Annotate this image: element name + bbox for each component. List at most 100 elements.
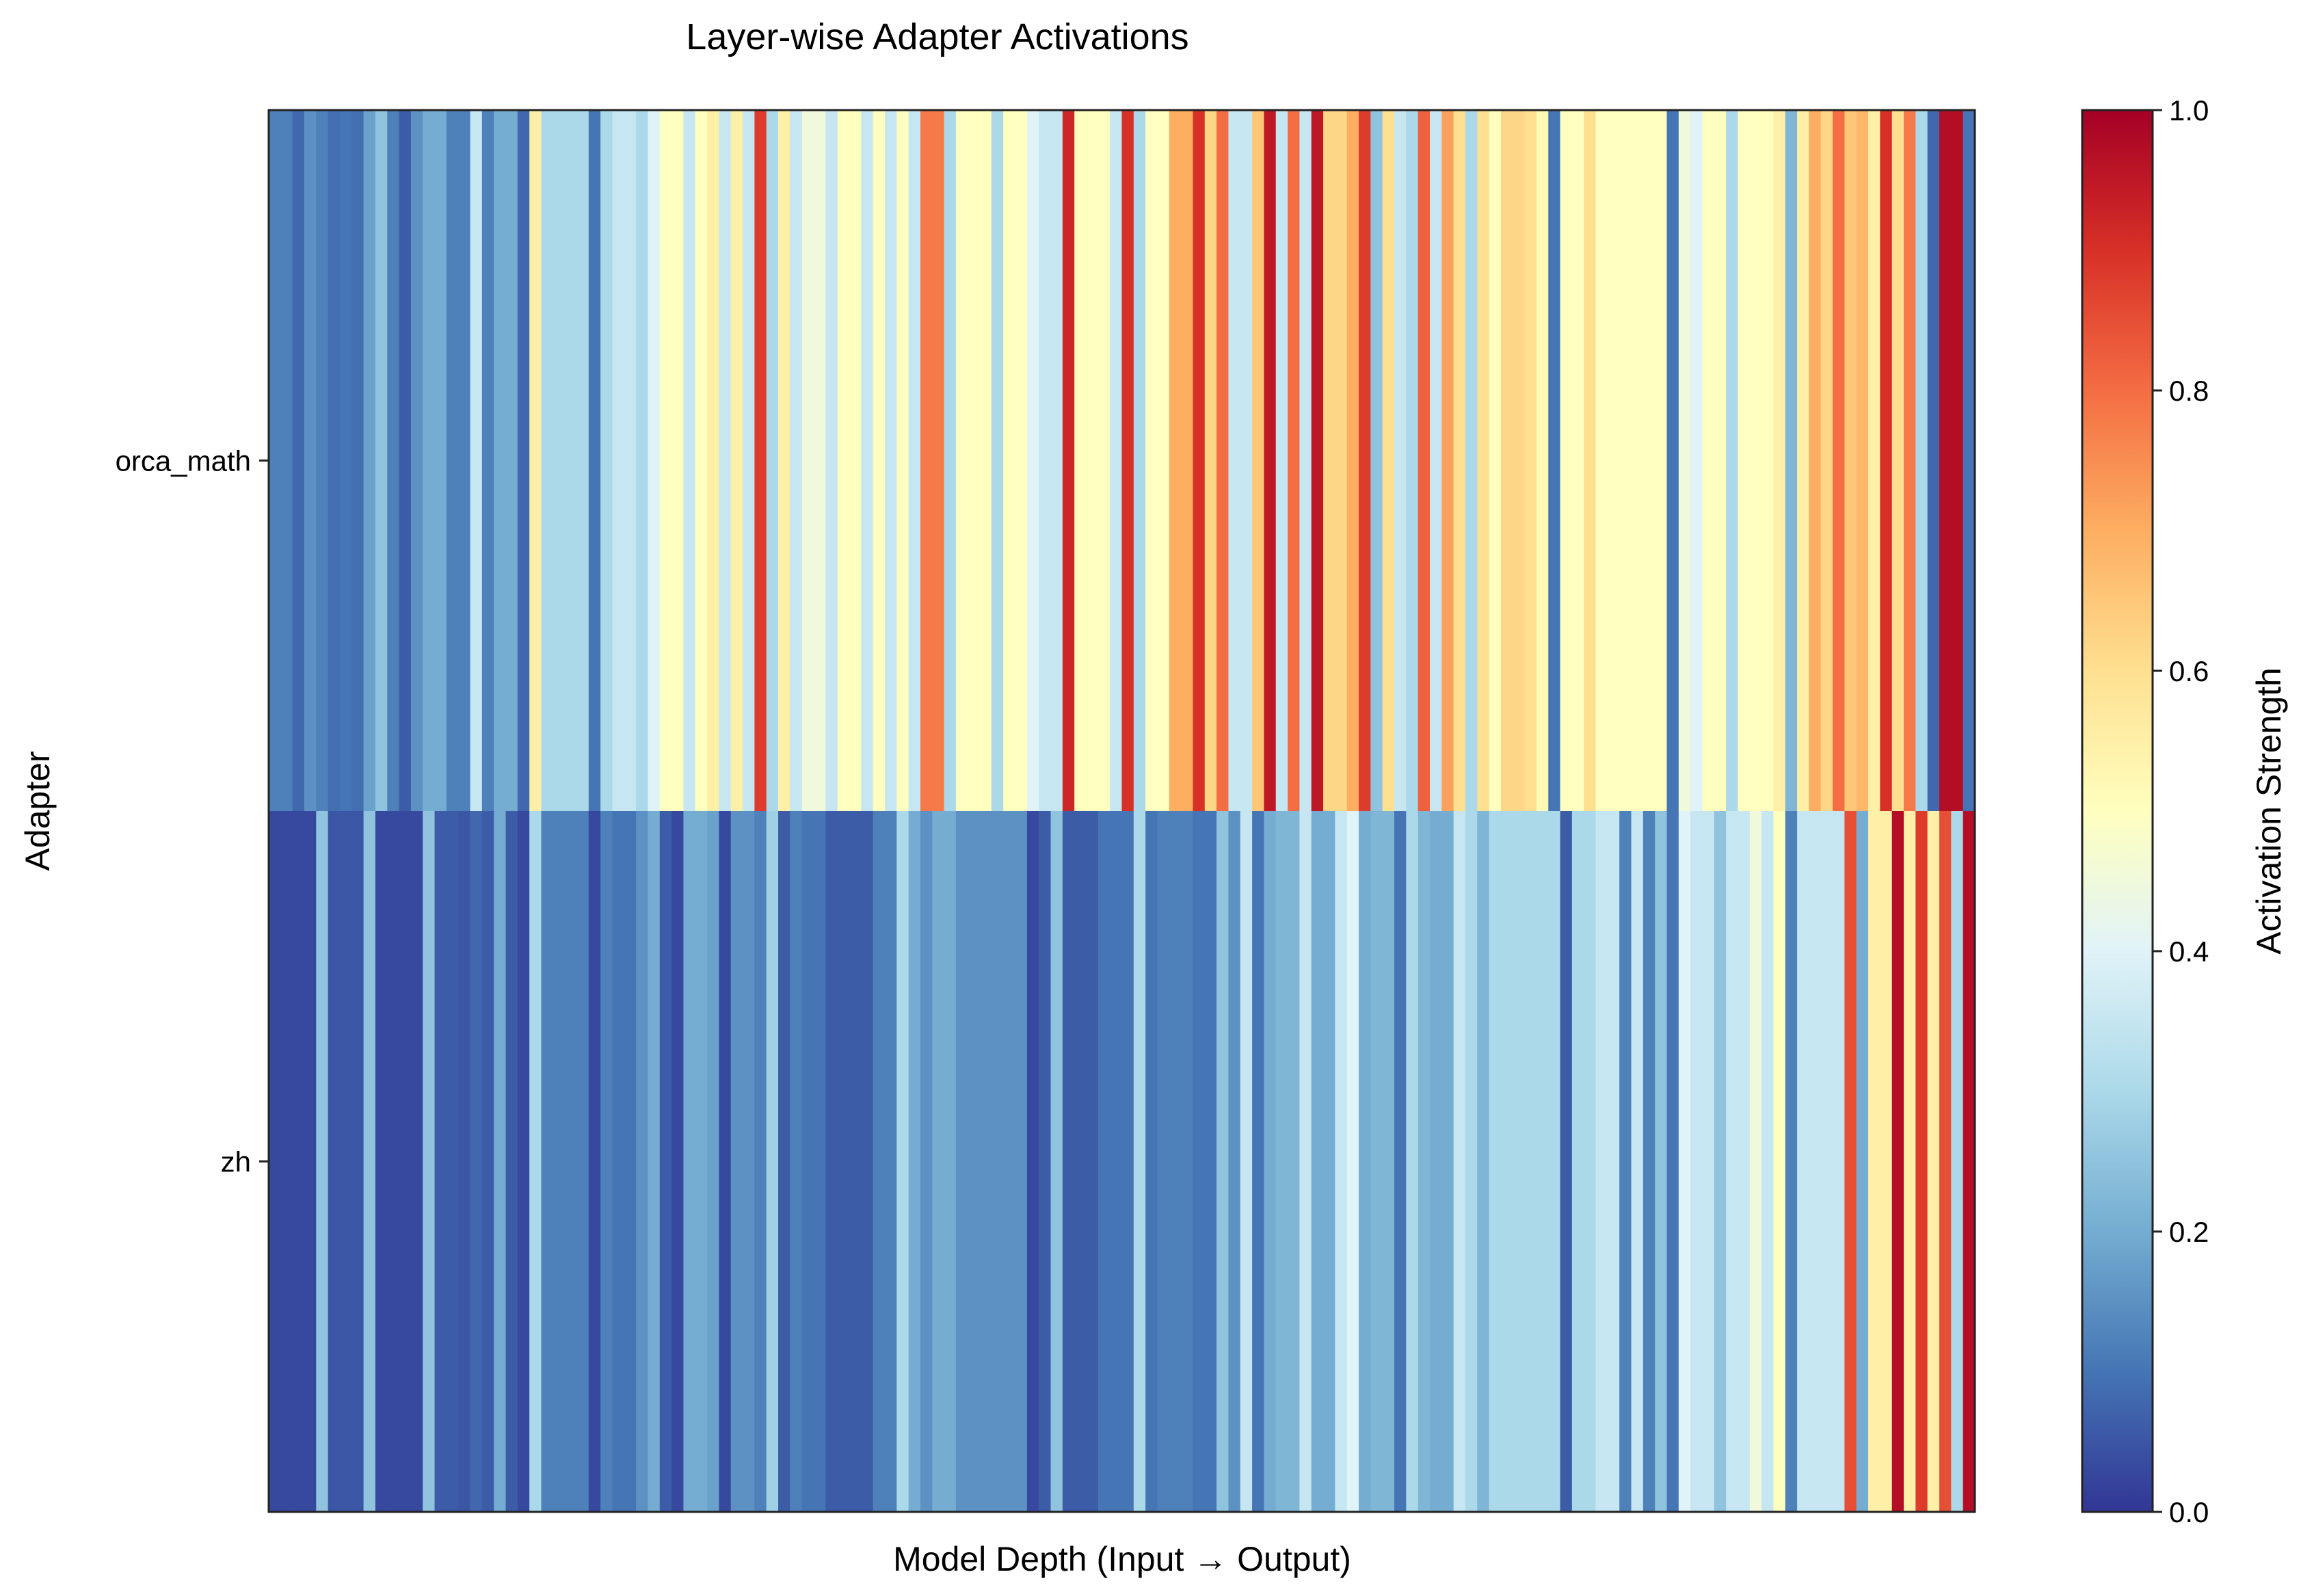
heatmap-cell (1773, 811, 1786, 1513)
heatmap-cell (825, 110, 838, 812)
heatmap-cell (363, 811, 376, 1513)
colorbar-tick-label: 0.0 (2169, 1496, 2209, 1528)
heatmap-cell (1738, 110, 1751, 812)
heatmap-cell (1773, 110, 1786, 812)
heatmap-cell (1275, 110, 1288, 812)
heatmap-cell (648, 110, 661, 812)
heatmap-cell (1595, 110, 1608, 812)
heatmap-cell (1429, 110, 1442, 812)
heatmap-cell (896, 811, 909, 1513)
heatmap-cell (1133, 110, 1146, 812)
heatmap-cell (837, 811, 850, 1513)
heatmap-cell (387, 811, 400, 1513)
heatmap-cell (470, 811, 483, 1513)
heatmap-cell (375, 811, 388, 1513)
heatmap-cell (944, 811, 957, 1513)
heatmap-cell (304, 110, 317, 812)
heatmap-cell (908, 811, 921, 1513)
heatmap-cell (1536, 110, 1549, 812)
heatmap-cell (280, 110, 293, 812)
heatmap-cell (1844, 110, 1857, 812)
heatmap-cell (683, 811, 696, 1513)
heatmap-cell (517, 811, 530, 1513)
heatmap-cell (979, 811, 992, 1513)
colorbar-ticks: 0.0 0.2 0.4 0.6 0.8 1.0 (2153, 94, 2209, 1528)
heatmap-cell (1465, 811, 1478, 1513)
heatmap-cell (1560, 110, 1573, 812)
heatmap-cell (481, 110, 494, 812)
heatmap-cell (1571, 110, 1584, 812)
heatmap-cell (1524, 110, 1537, 812)
heatmap-cell (1820, 110, 1833, 812)
heatmap-cell (683, 110, 696, 812)
heatmap-cell (1003, 811, 1016, 1513)
heatmap-cell (1039, 110, 1052, 812)
colorbar-tick-label: 0.4 (2169, 935, 2209, 968)
heatmap-cell (1098, 811, 1110, 1513)
heatmap-cell (1560, 811, 1573, 1513)
heatmap-cell (1039, 811, 1052, 1513)
heatmap-cell (1927, 110, 1940, 812)
heatmap-cells (269, 110, 1976, 1513)
heatmap-cell (730, 811, 743, 1513)
heatmap-cell (695, 811, 708, 1513)
heatmap-cell (1110, 110, 1123, 812)
heatmap-cell (269, 110, 281, 812)
heatmap-cell (1299, 110, 1312, 812)
heatmap-cell (955, 110, 968, 812)
heatmap-cell (991, 110, 1004, 812)
heatmap-cell (576, 110, 589, 812)
heatmap-cell (1571, 811, 1584, 1513)
heatmap-cell (1394, 811, 1407, 1513)
heatmap-cell (1228, 110, 1241, 812)
heatmap-cell (1240, 110, 1253, 812)
heatmap-cell (790, 811, 803, 1513)
colorbar (2081, 109, 2154, 1513)
heatmap-cell (1809, 110, 1822, 812)
heatmap-cell (529, 811, 542, 1513)
heatmap-cell (1904, 811, 1916, 1513)
heatmap-cell (1726, 811, 1739, 1513)
colorbar-label: Activation Strength (2250, 667, 2288, 955)
heatmap-cell (328, 110, 341, 812)
heatmap-cell (1584, 110, 1597, 812)
heatmap-cell (1666, 110, 1679, 812)
heatmap-cell (1062, 811, 1075, 1513)
x-axis-label: Model Depth (Input → Output) (893, 1540, 1351, 1578)
heatmap-cell (778, 110, 790, 812)
heatmap-cell (1584, 811, 1597, 1513)
heatmap-cell (1453, 110, 1466, 812)
heatmap-cell (1370, 811, 1383, 1513)
heatmap-cell (1465, 110, 1478, 812)
y-tick-label: zh (221, 1146, 251, 1178)
heatmap-cell (1880, 110, 1893, 812)
heatmap-cell (1833, 811, 1846, 1513)
heatmap-cell (1939, 110, 1952, 812)
heatmap-cell (1642, 811, 1655, 1513)
heatmap-cell (1323, 811, 1335, 1513)
heatmap-cell (814, 811, 826, 1513)
heatmap-cell (434, 110, 447, 812)
heatmap-cell (494, 811, 507, 1513)
heatmap-cell (1536, 811, 1549, 1513)
heatmap-cell (1086, 110, 1099, 812)
heatmap-cell (423, 110, 436, 812)
heatmap-cell (1891, 110, 1904, 812)
heatmap-cell (707, 110, 720, 812)
heatmap-cell (719, 110, 732, 812)
heatmap-cell (1181, 110, 1194, 812)
heatmap-cell (801, 110, 814, 812)
heatmap-cell (814, 110, 826, 812)
heatmap-cell (387, 110, 400, 812)
heatmap-cell (363, 110, 376, 812)
heatmap-cell (932, 811, 945, 1513)
heatmap-cell (576, 811, 589, 1513)
heatmap-cell (1785, 110, 1798, 812)
heatmap-cell (1927, 811, 1940, 1513)
heatmap-cell (1749, 110, 1762, 812)
heatmap-cell (1074, 811, 1087, 1513)
heatmap-cell (1121, 110, 1134, 812)
heatmap-cell (1133, 811, 1146, 1513)
heatmap-cell (1856, 811, 1869, 1513)
